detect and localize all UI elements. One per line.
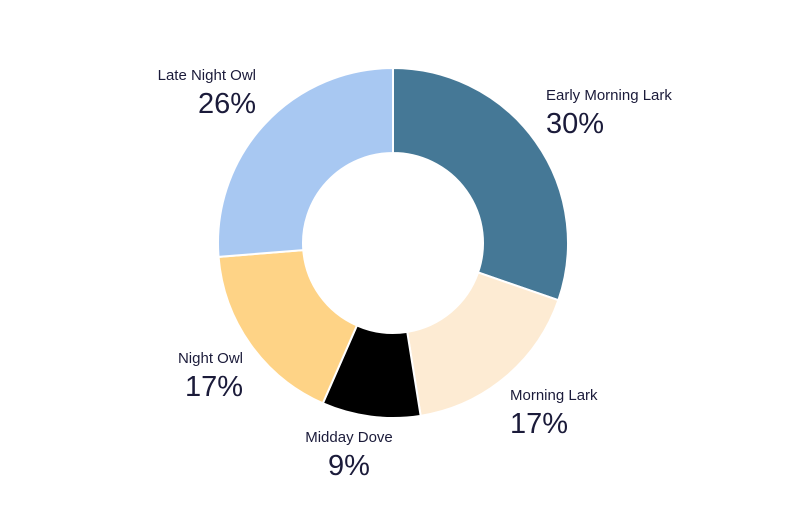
slices-layer [217,66,569,419]
slice-value-morning-lark: 17% [510,408,568,440]
slice-value-night-owl: 17% [185,371,243,403]
slice-night-owl [217,249,359,405]
slice-label-late-night-owl: Late Night Owl [158,67,256,84]
slice-value-early-morning-lark: 30% [546,108,604,140]
labels-layer: Early Morning Lark 30% Morning Lark 17% Midd… [158,67,673,482]
slice-label-early-morning-lark: Early Morning Lark [546,87,672,104]
slice-label-morning-lark: Morning Lark [510,387,598,404]
slice-label-night-owl: Night Owl [178,350,243,367]
slice-label-midday-dove: Midday Dove [305,429,393,446]
slice-value-midday-dove: 9% [328,450,370,482]
slice-late-night-owl [217,66,394,258]
slice-morning-lark [406,271,560,417]
slice-early-morning-lark [392,66,569,302]
slice-value-late-night-owl: 26% [198,88,256,120]
